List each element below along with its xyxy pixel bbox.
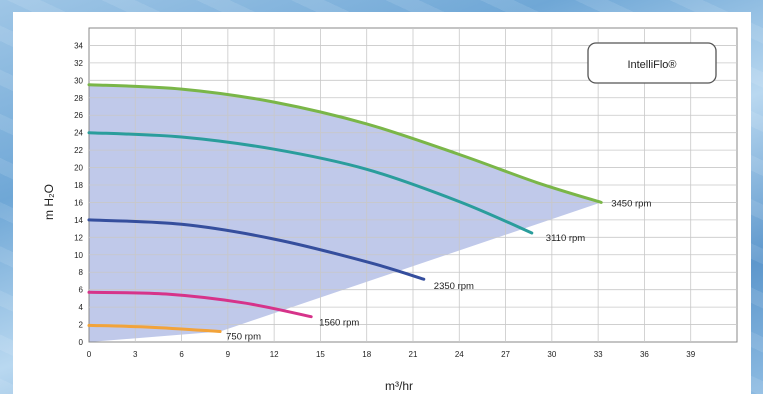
y-tick-label: 26	[74, 111, 83, 120]
y-axis-label: m H₂O	[42, 184, 56, 220]
y-tick-label: 12	[74, 233, 83, 242]
y-tick-label: 14	[74, 216, 83, 225]
series-label: 3110 rpm	[546, 233, 586, 244]
x-tick-label: 12	[270, 350, 279, 359]
y-tick-label: 20	[74, 164, 83, 173]
x-tick-label: 36	[640, 350, 649, 359]
x-tick-label: 9	[226, 350, 231, 359]
operating-region	[89, 84, 602, 342]
y-tick-label: 34	[74, 41, 83, 50]
y-tick-label: 22	[74, 146, 83, 155]
y-tick-label: 10	[74, 251, 83, 260]
y-tick-label: 16	[74, 198, 83, 207]
x-axis-label: m³/hr	[385, 379, 413, 393]
y-tick-label: 32	[74, 59, 83, 68]
series-line	[87, 290, 313, 319]
series-line	[87, 323, 222, 333]
y-tick-label: 4	[79, 303, 84, 312]
x-tick-label: 30	[547, 350, 556, 359]
series-line	[87, 83, 603, 204]
x-tick-label: 21	[409, 350, 418, 359]
series-label: 3450 rpm	[611, 198, 651, 209]
series-label: 750 rpm	[226, 332, 261, 343]
chart-panel: 0 3 6 9 12 15 18 21 24 27 30 33 36 39 0 2 4 6 8 10 12 14 16 18 2…	[13, 12, 751, 394]
legend-box	[587, 42, 717, 84]
series-label: 2350 rpm	[434, 281, 474, 292]
x-tick-label: 6	[179, 350, 184, 359]
y-tick-label: 28	[74, 94, 83, 103]
x-tick-label: 0	[87, 350, 92, 359]
x-tick-label: 33	[594, 350, 603, 359]
x-tick-label: 24	[455, 350, 464, 359]
y-tick-label: 2	[79, 321, 84, 330]
x-tick-label: 18	[362, 350, 371, 359]
pump-curve-chart: 0 3 6 9 12 15 18 21 24 27 30 33 36 390246810121416182…	[42, 27, 738, 393]
series-line	[87, 131, 534, 235]
series-label: 1560 rpm	[319, 318, 359, 329]
x-tick-label: 3	[133, 350, 138, 359]
x-tick-label: 39	[686, 350, 695, 359]
y-tick-label: 0	[79, 338, 84, 347]
y-tick-label: 6	[79, 286, 84, 295]
x-tick-label: 15	[316, 350, 325, 359]
y-tick-label: 18	[74, 181, 83, 190]
y-tick-label: 30	[74, 76, 83, 85]
series-line	[87, 218, 426, 281]
legend-text: IntelliFlo®	[627, 59, 676, 71]
y-tick-label: 8	[79, 268, 84, 277]
x-tick-label: 27	[501, 350, 510, 359]
y-tick-label: 24	[74, 129, 83, 138]
